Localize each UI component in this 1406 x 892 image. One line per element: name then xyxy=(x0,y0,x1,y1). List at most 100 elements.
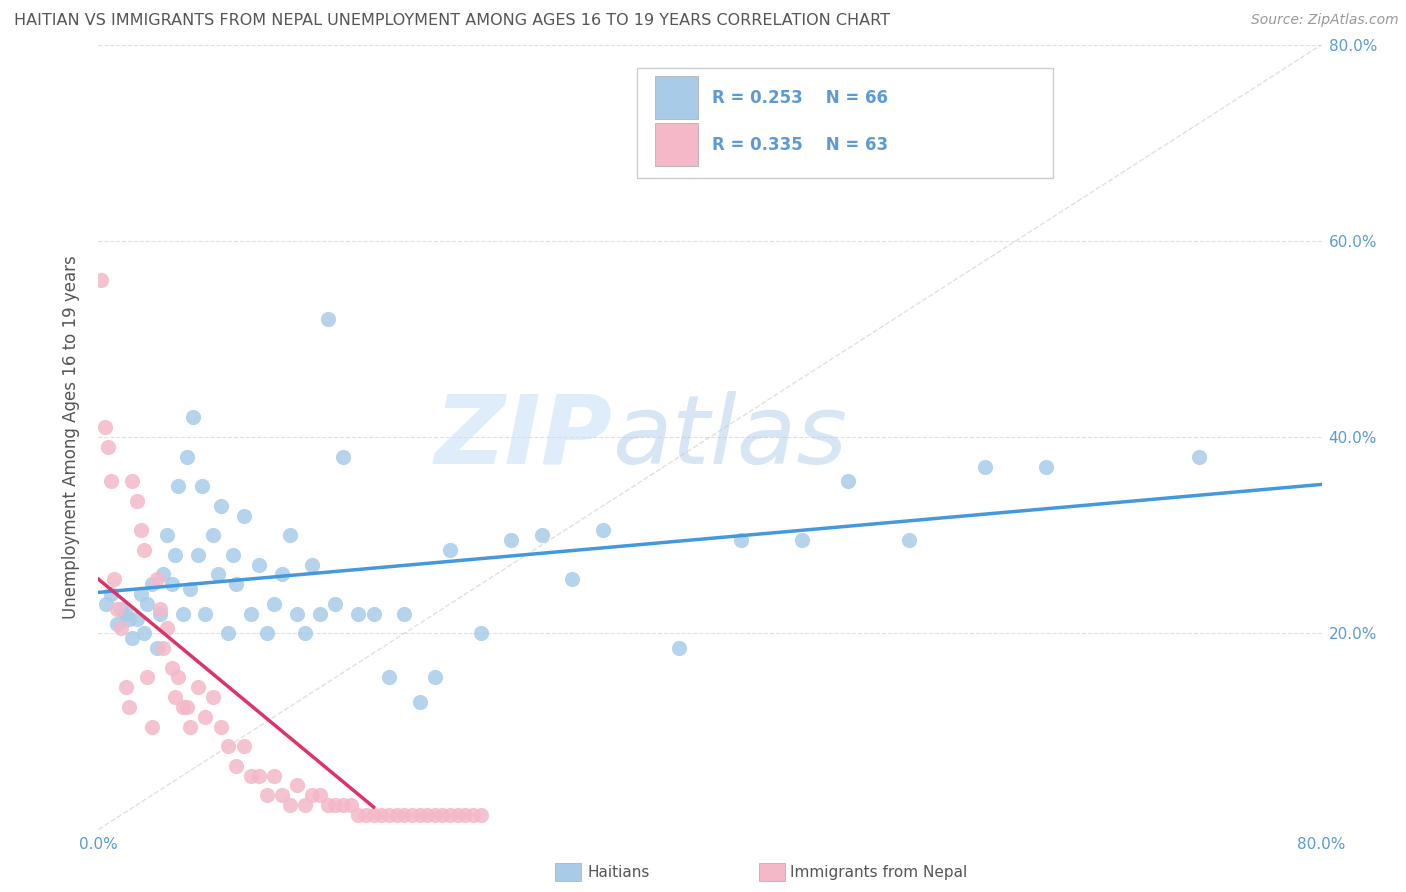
Point xyxy=(179,719,201,733)
Text: R = 0.253    N = 66: R = 0.253 N = 66 xyxy=(713,89,889,107)
Point xyxy=(202,690,225,705)
Bar xyxy=(637,68,1053,178)
Point xyxy=(668,640,690,655)
Point xyxy=(263,768,285,783)
Point xyxy=(118,699,141,714)
Point xyxy=(363,808,385,822)
Point xyxy=(194,607,217,621)
Point xyxy=(423,808,446,822)
Point xyxy=(461,808,484,822)
Point xyxy=(225,577,247,591)
Point xyxy=(121,475,143,489)
Point xyxy=(301,789,323,803)
Point xyxy=(118,612,141,626)
Point xyxy=(270,789,292,803)
Point xyxy=(129,587,152,601)
Point xyxy=(141,719,163,733)
Point xyxy=(454,808,477,822)
Point xyxy=(217,739,239,753)
Point xyxy=(240,768,263,783)
Point xyxy=(136,597,159,611)
Point xyxy=(278,528,301,542)
Point xyxy=(325,797,347,812)
Point xyxy=(129,523,152,537)
Point xyxy=(561,573,583,587)
Point xyxy=(172,607,194,621)
Point xyxy=(347,808,370,822)
Point xyxy=(163,690,186,705)
Point xyxy=(316,797,339,812)
Point xyxy=(408,695,430,709)
Point xyxy=(416,808,439,822)
Point xyxy=(363,607,385,621)
Point xyxy=(501,533,523,547)
Point xyxy=(125,493,148,508)
Point xyxy=(240,607,263,621)
Point xyxy=(316,312,339,326)
Point xyxy=(176,699,198,714)
Point xyxy=(163,548,186,562)
Point xyxy=(103,573,125,587)
Point xyxy=(332,797,354,812)
Point xyxy=(423,671,446,685)
Point xyxy=(837,475,859,489)
Point xyxy=(225,758,247,772)
Point xyxy=(530,528,553,542)
Point xyxy=(401,808,423,822)
Point xyxy=(160,577,183,591)
Point xyxy=(207,567,229,582)
Point xyxy=(470,808,492,822)
Point xyxy=(94,597,117,611)
Point xyxy=(730,533,752,547)
Point xyxy=(408,808,430,822)
Point xyxy=(156,528,179,542)
Text: HAITIAN VS IMMIGRANTS FROM NEPAL UNEMPLOYMENT AMONG AGES 16 TO 19 YEARS CORRELAT: HAITIAN VS IMMIGRANTS FROM NEPAL UNEMPLO… xyxy=(14,13,890,29)
Point xyxy=(110,601,132,615)
Point xyxy=(897,533,920,547)
Point xyxy=(141,577,163,591)
Point xyxy=(309,789,332,803)
Point xyxy=(202,528,225,542)
Point xyxy=(592,523,614,537)
Point xyxy=(378,671,401,685)
Point xyxy=(121,631,143,645)
Point xyxy=(105,601,128,615)
Point xyxy=(136,671,159,685)
Point xyxy=(134,626,156,640)
Point xyxy=(325,597,347,611)
Point xyxy=(247,558,270,572)
Point xyxy=(149,607,172,621)
Point xyxy=(160,660,183,674)
Text: Immigrants from Nepal: Immigrants from Nepal xyxy=(790,865,967,880)
Point xyxy=(93,420,115,434)
Point xyxy=(354,808,377,822)
Point xyxy=(187,680,209,694)
Point xyxy=(125,612,148,626)
Point xyxy=(145,640,167,655)
Point xyxy=(232,508,254,523)
Point xyxy=(179,582,201,596)
Point xyxy=(110,621,132,635)
Point xyxy=(1188,450,1211,464)
Bar xyxy=(655,76,697,120)
Point xyxy=(152,567,174,582)
Point xyxy=(370,808,392,822)
Point xyxy=(278,797,301,812)
Point xyxy=(378,808,401,822)
Point xyxy=(256,789,278,803)
Point xyxy=(194,709,217,723)
Point xyxy=(176,450,198,464)
Point xyxy=(392,808,416,822)
Point xyxy=(217,626,239,640)
Point xyxy=(385,808,408,822)
Point xyxy=(145,573,167,587)
Point xyxy=(332,450,354,464)
Point xyxy=(285,778,308,792)
Point xyxy=(256,626,278,640)
Point xyxy=(294,626,316,640)
Bar xyxy=(655,123,697,166)
Point xyxy=(115,607,138,621)
Point xyxy=(149,601,172,615)
Point xyxy=(115,680,138,694)
Point xyxy=(232,739,254,753)
